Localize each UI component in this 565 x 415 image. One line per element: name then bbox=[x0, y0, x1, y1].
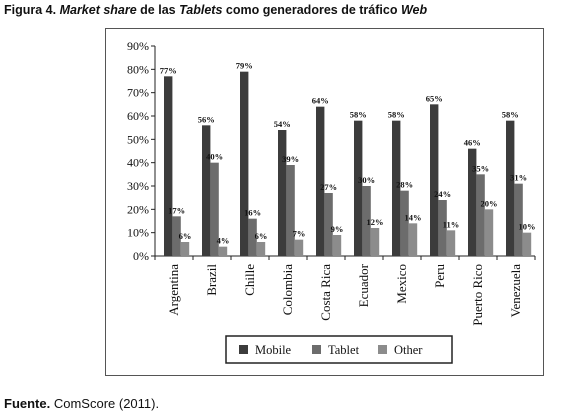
data-label: 77% bbox=[160, 65, 177, 75]
bar-other bbox=[522, 232, 532, 256]
bar-mobile bbox=[202, 125, 211, 256]
data-label: 10% bbox=[519, 222, 536, 232]
x-tick-label: Venezuela bbox=[508, 264, 523, 318]
source-text: ComScore (2011). bbox=[50, 396, 160, 411]
caption-prefix: Figura 4. bbox=[4, 3, 57, 17]
legend-swatch-tablet bbox=[312, 345, 321, 354]
bar-other bbox=[256, 242, 266, 256]
legend-box bbox=[225, 335, 453, 364]
bar-tablet bbox=[400, 190, 409, 256]
bar-other bbox=[218, 246, 228, 256]
y-tick-label: 60% bbox=[127, 109, 149, 123]
bar-mobile bbox=[354, 120, 363, 257]
bar-mobile bbox=[392, 120, 401, 257]
bar-tablet bbox=[476, 174, 485, 256]
data-label: 4% bbox=[217, 236, 230, 246]
x-tick-label: Ecuador bbox=[356, 263, 371, 307]
source-label: Fuente. bbox=[4, 396, 51, 411]
y-tick-label: 10% bbox=[127, 226, 149, 240]
bar-mobile bbox=[468, 148, 477, 256]
bar-other bbox=[294, 239, 304, 256]
x-tick-label: Chille bbox=[242, 264, 257, 296]
data-label: 64% bbox=[312, 96, 329, 106]
data-label: 58% bbox=[502, 110, 519, 120]
caption-part3: Tablets bbox=[179, 3, 223, 17]
data-label: 46% bbox=[464, 138, 481, 148]
data-label: 40% bbox=[206, 152, 223, 162]
data-label: 16% bbox=[244, 208, 261, 218]
data-label: 27% bbox=[320, 182, 337, 192]
y-tick-label: 80% bbox=[127, 62, 149, 76]
y-tick-label: 20% bbox=[127, 202, 149, 216]
x-tick-label: Puerto Rico bbox=[470, 264, 485, 326]
data-label: 9% bbox=[331, 224, 344, 234]
x-tick-label: Argentina bbox=[166, 264, 181, 316]
data-label: 17% bbox=[168, 205, 185, 215]
data-label: 39% bbox=[282, 154, 299, 164]
bar-tablet bbox=[514, 183, 523, 256]
data-label: 65% bbox=[426, 93, 443, 103]
data-label: 31% bbox=[510, 173, 527, 183]
bar-other bbox=[446, 230, 456, 256]
y-tick-label: 0% bbox=[133, 249, 149, 263]
legend-swatch-other bbox=[378, 345, 387, 354]
legend-label: Tablet bbox=[328, 343, 360, 357]
bar-tablet bbox=[324, 193, 333, 256]
x-tick-label: Mexico bbox=[394, 264, 409, 304]
bar-other bbox=[180, 242, 190, 256]
bar-mobile bbox=[316, 106, 325, 257]
data-label: 56% bbox=[198, 114, 215, 124]
caption-part2: de las bbox=[136, 3, 180, 17]
bar-mobile bbox=[430, 104, 439, 256]
caption-part5: Web bbox=[400, 3, 428, 17]
legend-label: Other bbox=[394, 343, 423, 357]
y-tick-label: 50% bbox=[127, 132, 149, 146]
bar-tablet bbox=[248, 218, 257, 256]
data-label: 12% bbox=[367, 217, 384, 227]
data-label: 6% bbox=[179, 231, 192, 241]
bar-other bbox=[484, 209, 494, 256]
source-line: Fuente. ComScore (2011). bbox=[4, 396, 159, 411]
bar-other bbox=[332, 235, 342, 256]
data-label: 58% bbox=[388, 110, 405, 120]
x-tick-label: Costa Rica bbox=[318, 264, 333, 321]
bar-other bbox=[408, 223, 418, 256]
y-tick-label: 70% bbox=[127, 86, 149, 100]
bar-tablet bbox=[172, 216, 181, 256]
data-label: 6% bbox=[255, 231, 268, 241]
data-label: 20% bbox=[481, 198, 498, 208]
y-tick-label: 90% bbox=[127, 39, 149, 53]
bar-tablet bbox=[438, 200, 447, 256]
caption-part1: Market share bbox=[59, 3, 137, 17]
x-tick-label: Peru bbox=[432, 264, 447, 288]
data-label: 79% bbox=[236, 61, 253, 71]
caption-part4: como generadores de tráfico bbox=[222, 3, 401, 17]
legend-swatch-mobile bbox=[239, 345, 248, 354]
bar-mobile bbox=[240, 71, 249, 257]
x-tick-label: Colombia bbox=[280, 264, 295, 316]
data-label: 24% bbox=[434, 189, 451, 199]
data-label: 58% bbox=[350, 110, 367, 120]
bar-mobile bbox=[164, 76, 173, 256]
data-label: 54% bbox=[274, 119, 291, 129]
data-label: 30% bbox=[358, 175, 375, 185]
bar-mobile bbox=[278, 130, 287, 256]
bar-tablet bbox=[210, 162, 219, 256]
figure-caption: Figura 4. Market share de las Tablets co… bbox=[4, 3, 427, 17]
data-label: 7% bbox=[293, 229, 306, 239]
bar-tablet bbox=[362, 186, 371, 256]
x-tick-label: Brazil bbox=[204, 264, 219, 296]
data-label: 28% bbox=[396, 180, 413, 190]
y-tick-label: 40% bbox=[127, 156, 149, 170]
data-label: 14% bbox=[405, 212, 422, 222]
bar-tablet bbox=[286, 165, 295, 256]
legend-label: Mobile bbox=[255, 343, 292, 357]
bar-mobile bbox=[506, 120, 515, 257]
y-tick-label: 30% bbox=[127, 179, 149, 193]
chart-frame bbox=[105, 28, 544, 376]
bar-other bbox=[370, 228, 380, 256]
data-label: 35% bbox=[472, 163, 489, 173]
data-label: 11% bbox=[443, 219, 460, 229]
